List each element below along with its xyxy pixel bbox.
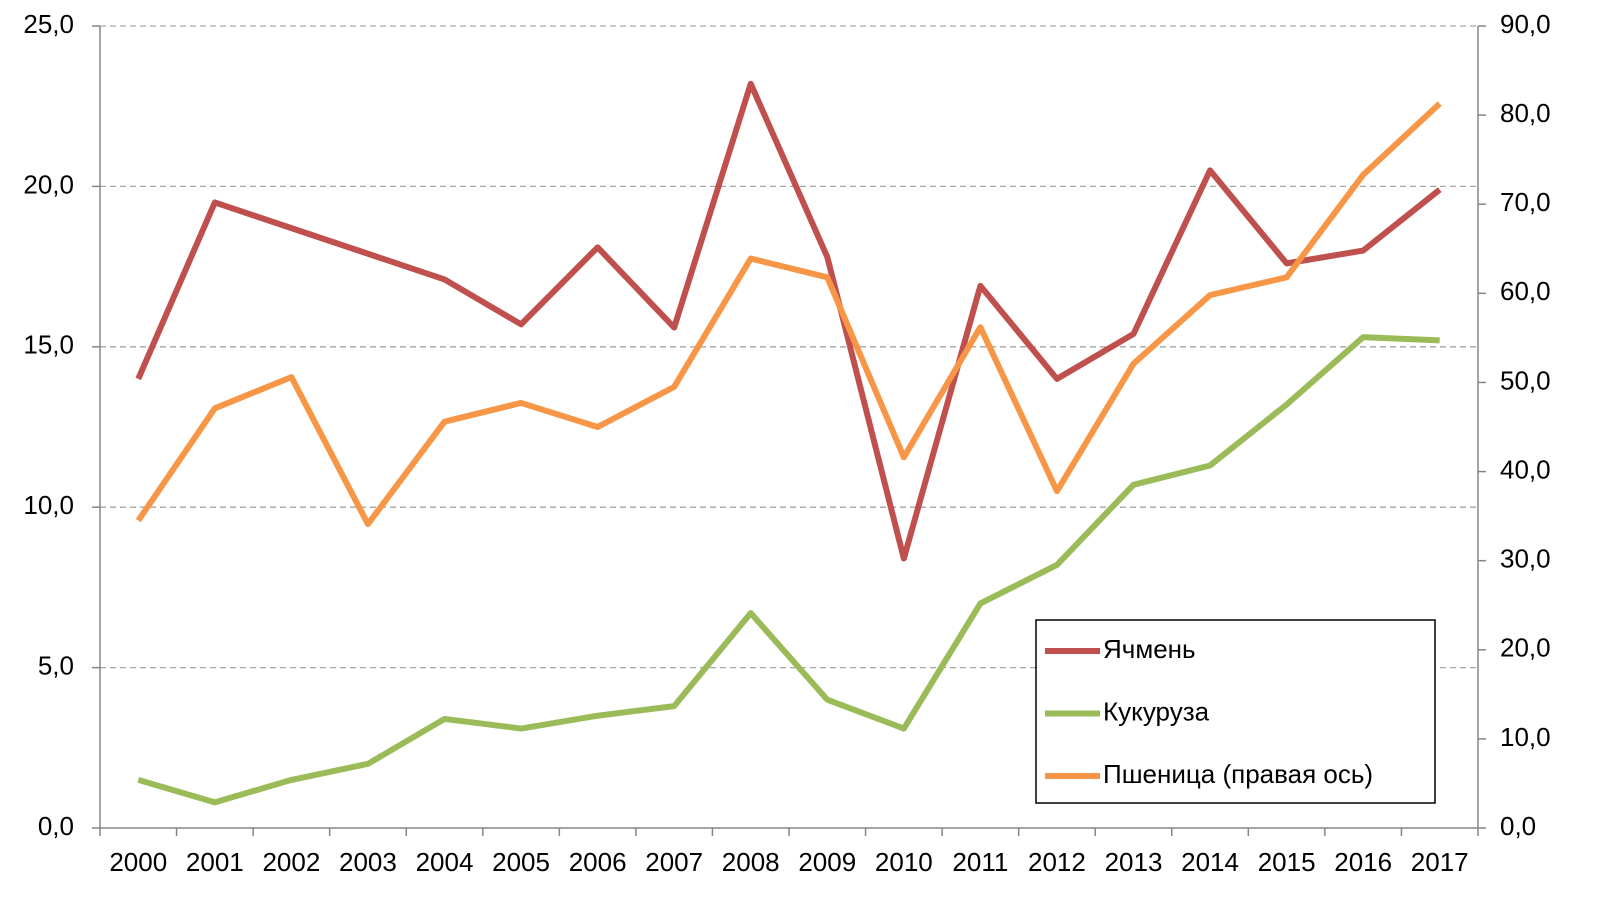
y2-tick-label: 80,0 — [1500, 98, 1551, 128]
x-tick-label: 2002 — [262, 847, 320, 877]
x-tick-label: 2001 — [186, 847, 244, 877]
x-tick-label: 2005 — [492, 847, 550, 877]
x-tick-label: 2004 — [416, 847, 474, 877]
x-tick-label: 2009 — [798, 847, 856, 877]
y2-tick-label: 40,0 — [1500, 454, 1551, 484]
x-tick-label: 2010 — [875, 847, 933, 877]
x-tick-label: 2000 — [109, 847, 167, 877]
series-line — [137, 334, 1440, 806]
x-tick-label: 2014 — [1181, 847, 1239, 877]
y2-tick-label: 70,0 — [1500, 187, 1551, 217]
x-tick-label: 2008 — [722, 847, 780, 877]
y-tick-label: 0,0 — [38, 811, 74, 841]
legend-box — [1035, 619, 1436, 804]
y2-tick-label: 30,0 — [1500, 544, 1551, 574]
y2-tick-label: 50,0 — [1500, 365, 1551, 395]
x-tick-label: 2011 — [952, 847, 1008, 877]
y-tick-label: 5,0 — [38, 650, 74, 680]
y-tick-label: 20,0 — [23, 169, 74, 199]
y2-tick-label: 10,0 — [1500, 722, 1551, 752]
x-tick-label: 2003 — [339, 847, 397, 877]
y2-tick-label: 90,0 — [1500, 9, 1551, 39]
y2-tick-label: 60,0 — [1500, 276, 1551, 306]
y2-tick-label: 0,0 — [1500, 811, 1536, 841]
series-line — [135, 80, 1442, 562]
x-tick-label: 2007 — [645, 847, 703, 877]
y-tick-label: 10,0 — [23, 490, 74, 520]
x-tick-label: 2015 — [1258, 847, 1316, 877]
y-tick-label: 15,0 — [23, 330, 74, 360]
y-tick-label: 25,0 — [23, 9, 74, 39]
y2-tick-label: 20,0 — [1500, 633, 1551, 663]
legend-label: Кукуруза — [1103, 696, 1210, 726]
x-tick-label: 2013 — [1105, 847, 1163, 877]
x-tick-label: 2017 — [1411, 847, 1469, 877]
legend-label: Ячмень — [1103, 634, 1196, 664]
x-tick-label: 2012 — [1028, 847, 1086, 877]
legend-label: Пшеница (правая ось) — [1103, 759, 1373, 789]
x-tick-label: 2016 — [1334, 847, 1392, 877]
series-line — [135, 101, 1442, 528]
x-tick-label: 2006 — [569, 847, 627, 877]
legend: Ячмень Кукуруза Пшеница (правая ось) — [1035, 619, 1436, 804]
